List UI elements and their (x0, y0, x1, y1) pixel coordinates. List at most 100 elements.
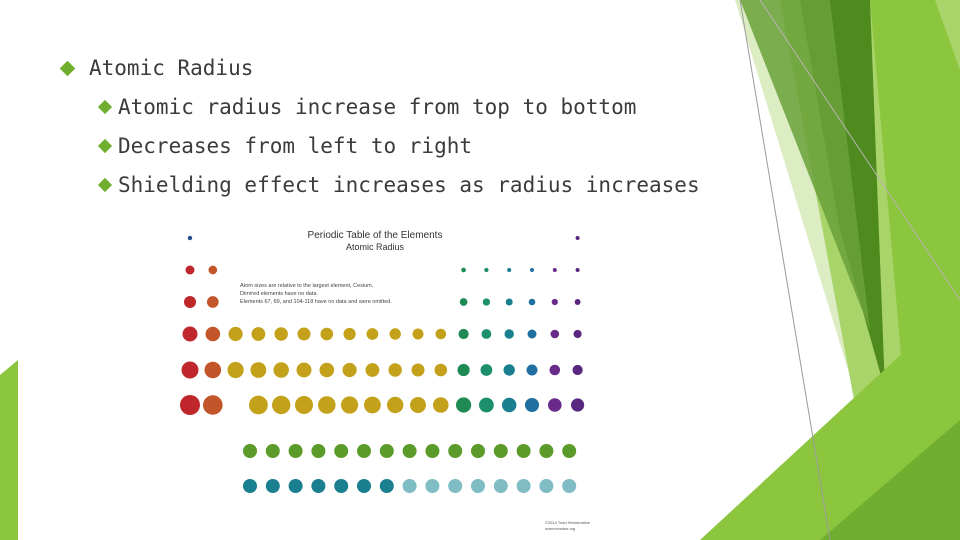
lanthanide-sphere (402, 444, 417, 458)
atom-sphere (181, 361, 199, 379)
atom-sphere (387, 396, 404, 414)
atom-sphere (296, 362, 312, 378)
atom-sphere (572, 364, 583, 376)
atom-sphere (504, 329, 514, 339)
atom-sphere (435, 328, 447, 340)
actinide-sphere (471, 479, 485, 493)
atom-sphere (184, 296, 196, 308)
atom-sphere (456, 397, 472, 413)
atom-sphere (366, 328, 379, 340)
atom-sphere (365, 363, 380, 377)
sub-bullet-text: Shielding effect increases as radius inc… (118, 173, 700, 197)
actinide-sphere (243, 479, 257, 493)
atom-sphere (479, 397, 494, 413)
atom-sphere (343, 327, 356, 341)
lanthanide-sphere (448, 444, 463, 458)
lanthanide-sphere (311, 444, 326, 458)
atom-sphere (412, 328, 424, 340)
diamond-bullet-icon (59, 60, 76, 76)
atom-sphere (549, 364, 561, 376)
actinide-sphere (334, 479, 349, 493)
atom-sphere (364, 396, 381, 414)
atom-sphere (388, 363, 402, 377)
atom-sphere (185, 265, 195, 275)
atom-sphere (550, 329, 560, 339)
actinide-sphere (539, 479, 554, 493)
atom-sphere (575, 236, 580, 240)
atom-sphere (250, 362, 267, 378)
lanthanide-sphere (471, 444, 485, 458)
atom-sphere (526, 364, 538, 376)
atom-sphere (410, 397, 426, 413)
atom-sphere (208, 265, 218, 275)
lanthanide-sphere (265, 444, 280, 458)
actinide-sphere (402, 479, 417, 493)
sub-bullet-3: Shielding effect increases as radius inc… (97, 173, 700, 197)
actinide-sphere (448, 479, 463, 493)
atom-sphere (251, 327, 266, 341)
figure-title: Periodic Table of the Elements (308, 230, 443, 241)
actinide-sphere (357, 479, 371, 493)
figure-subtitle: Atomic Radius (346, 242, 405, 252)
atom-sphere (461, 267, 466, 273)
title-bullet-text: Atomic Radius (89, 56, 254, 80)
atom-sphere (274, 327, 288, 341)
actinide-sphere (265, 479, 280, 493)
atom-spheres (180, 235, 585, 493)
lanthanide-sphere (243, 444, 257, 458)
lanthanide-sphere (334, 444, 349, 458)
atom-sphere (484, 267, 489, 273)
atom-sphere (228, 326, 243, 342)
atom-sphere (527, 329, 537, 339)
lanthanide-sphere (539, 444, 554, 458)
actinide-sphere (562, 479, 577, 493)
atom-sphere (575, 268, 580, 272)
atom-sphere (573, 329, 582, 339)
lanthanide-sphere (379, 444, 394, 458)
diamond-bullet-icon (97, 138, 113, 154)
atom-sphere (552, 268, 557, 272)
actinide-sphere (288, 479, 303, 493)
diamond-bullet-icon (97, 177, 113, 193)
lanthanide-sphere (516, 444, 531, 458)
atom-sphere (434, 363, 448, 377)
atom-sphere (457, 363, 470, 377)
figure-credit-2: sciencenotes.org (545, 526, 575, 531)
actinide-sphere (425, 479, 440, 493)
sub-bullet-2: Decreases from left to right (97, 134, 472, 158)
lanthanide-sphere (357, 444, 371, 458)
atom-sphere (206, 296, 219, 308)
atom-sphere (249, 395, 268, 415)
atom-sphere (341, 396, 359, 414)
diamond-bullet-icon (97, 99, 113, 115)
atom-sphere (318, 396, 336, 414)
actinide-sphere (516, 479, 531, 493)
atom-sphere (227, 361, 244, 379)
figure-credit-1: ©2014 Todd Helmenstine (545, 520, 591, 525)
title-bullet: Atomic Radius (59, 56, 254, 80)
atom-sphere (507, 268, 512, 272)
atom-sphere (571, 398, 585, 412)
figure-note-1: Atom sizes are relative to the largest e… (240, 283, 374, 289)
actinide-sphere (493, 479, 508, 493)
atom-sphere (205, 326, 221, 342)
lanthanide-sphere (425, 444, 440, 458)
atom-sphere (297, 327, 311, 341)
atom-sphere (319, 362, 335, 378)
lanthanide-sphere (562, 444, 577, 458)
sub-bullet-text: Atomic radius increase from top to botto… (118, 95, 637, 119)
atom-sphere (389, 328, 401, 340)
figure-note-2: Dim/red elements have no data. (240, 291, 318, 297)
atom-sphere (411, 363, 425, 377)
atom-sphere (481, 329, 492, 339)
periodic-table-figure: Periodic Table of the Elements Atomic Ra… (180, 230, 591, 531)
atom-sphere (458, 328, 469, 340)
atom-sphere (204, 361, 222, 379)
atom-sphere (525, 398, 539, 412)
atom-sphere (574, 299, 581, 305)
atom-sphere (502, 397, 517, 413)
atom-sphere (482, 298, 491, 306)
atom-sphere (503, 364, 515, 376)
